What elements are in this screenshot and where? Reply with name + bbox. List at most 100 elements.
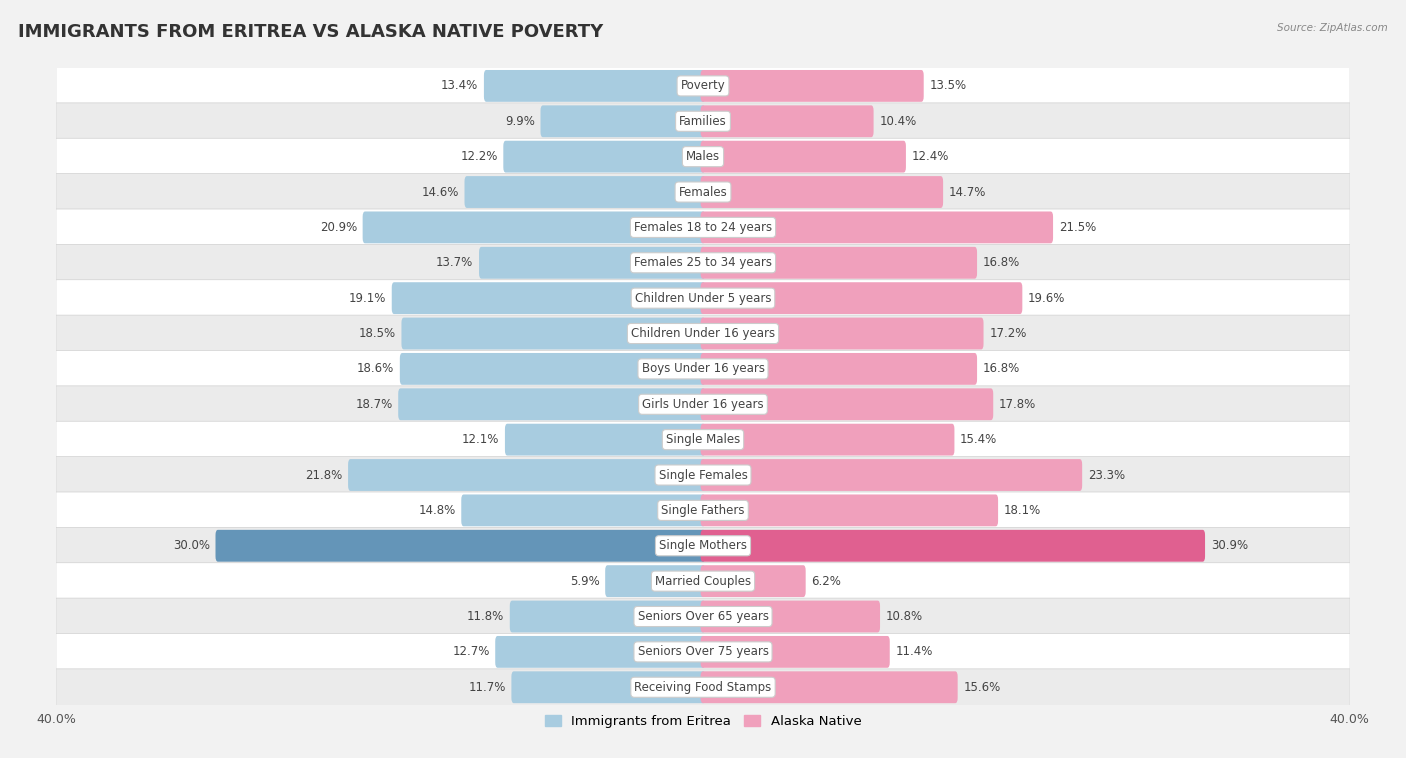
- Text: 14.7%: 14.7%: [949, 186, 986, 199]
- FancyBboxPatch shape: [700, 211, 1053, 243]
- Text: 16.8%: 16.8%: [983, 362, 1019, 375]
- FancyBboxPatch shape: [56, 174, 1350, 211]
- FancyBboxPatch shape: [700, 565, 806, 597]
- Text: 9.9%: 9.9%: [505, 114, 534, 128]
- FancyBboxPatch shape: [700, 494, 998, 526]
- Text: 15.4%: 15.4%: [960, 433, 997, 446]
- FancyBboxPatch shape: [700, 600, 880, 632]
- FancyBboxPatch shape: [700, 105, 873, 137]
- FancyBboxPatch shape: [484, 70, 706, 102]
- Text: 15.6%: 15.6%: [963, 681, 1001, 694]
- FancyBboxPatch shape: [700, 353, 977, 385]
- FancyBboxPatch shape: [479, 247, 706, 279]
- FancyBboxPatch shape: [398, 388, 706, 420]
- FancyBboxPatch shape: [700, 70, 924, 102]
- Text: 16.8%: 16.8%: [983, 256, 1019, 269]
- FancyBboxPatch shape: [56, 103, 1350, 139]
- Text: 11.8%: 11.8%: [467, 610, 505, 623]
- Text: 12.2%: 12.2%: [460, 150, 498, 163]
- Text: 12.4%: 12.4%: [911, 150, 949, 163]
- FancyBboxPatch shape: [56, 315, 1350, 352]
- Legend: Immigrants from Eritrea, Alaska Native: Immigrants from Eritrea, Alaska Native: [540, 709, 866, 733]
- FancyBboxPatch shape: [56, 67, 1350, 105]
- Text: 18.6%: 18.6%: [357, 362, 394, 375]
- FancyBboxPatch shape: [56, 386, 1350, 423]
- Text: 13.5%: 13.5%: [929, 80, 966, 92]
- Text: Single Females: Single Females: [658, 468, 748, 481]
- Text: Single Males: Single Males: [666, 433, 740, 446]
- Text: 17.2%: 17.2%: [990, 327, 1026, 340]
- Text: Seniors Over 65 years: Seniors Over 65 years: [637, 610, 769, 623]
- FancyBboxPatch shape: [56, 669, 1350, 706]
- Text: IMMIGRANTS FROM ERITREA VS ALASKA NATIVE POVERTY: IMMIGRANTS FROM ERITREA VS ALASKA NATIVE…: [18, 23, 603, 41]
- FancyBboxPatch shape: [700, 672, 957, 703]
- Text: 21.5%: 21.5%: [1059, 221, 1095, 234]
- FancyBboxPatch shape: [512, 672, 706, 703]
- FancyBboxPatch shape: [56, 598, 1350, 635]
- FancyBboxPatch shape: [510, 600, 706, 632]
- FancyBboxPatch shape: [700, 530, 1205, 562]
- FancyBboxPatch shape: [495, 636, 706, 668]
- Text: 18.1%: 18.1%: [1004, 504, 1040, 517]
- Text: 12.7%: 12.7%: [453, 645, 489, 659]
- Text: 20.9%: 20.9%: [319, 221, 357, 234]
- FancyBboxPatch shape: [700, 141, 905, 173]
- FancyBboxPatch shape: [605, 565, 706, 597]
- FancyBboxPatch shape: [56, 562, 1350, 600]
- FancyBboxPatch shape: [540, 105, 706, 137]
- Text: Females: Females: [679, 186, 727, 199]
- Text: Females 25 to 34 years: Females 25 to 34 years: [634, 256, 772, 269]
- Text: 11.4%: 11.4%: [896, 645, 932, 659]
- FancyBboxPatch shape: [700, 247, 977, 279]
- Text: 13.7%: 13.7%: [436, 256, 474, 269]
- Text: 19.6%: 19.6%: [1028, 292, 1066, 305]
- Text: 10.4%: 10.4%: [879, 114, 917, 128]
- Text: 18.5%: 18.5%: [359, 327, 396, 340]
- FancyBboxPatch shape: [700, 636, 890, 668]
- FancyBboxPatch shape: [215, 530, 706, 562]
- FancyBboxPatch shape: [505, 424, 706, 456]
- Text: Males: Males: [686, 150, 720, 163]
- Text: Source: ZipAtlas.com: Source: ZipAtlas.com: [1277, 23, 1388, 33]
- Text: 10.8%: 10.8%: [886, 610, 922, 623]
- Text: 18.7%: 18.7%: [356, 398, 392, 411]
- FancyBboxPatch shape: [392, 282, 706, 314]
- FancyBboxPatch shape: [399, 353, 706, 385]
- FancyBboxPatch shape: [700, 318, 984, 349]
- Text: 14.8%: 14.8%: [419, 504, 456, 517]
- FancyBboxPatch shape: [700, 424, 955, 456]
- Text: 21.8%: 21.8%: [305, 468, 343, 481]
- FancyBboxPatch shape: [402, 318, 706, 349]
- FancyBboxPatch shape: [56, 350, 1350, 387]
- Text: 6.2%: 6.2%: [811, 575, 841, 587]
- Text: Boys Under 16 years: Boys Under 16 years: [641, 362, 765, 375]
- Text: Married Couples: Married Couples: [655, 575, 751, 587]
- Text: 13.4%: 13.4%: [441, 80, 478, 92]
- Text: Females 18 to 24 years: Females 18 to 24 years: [634, 221, 772, 234]
- Text: Children Under 16 years: Children Under 16 years: [631, 327, 775, 340]
- Text: 19.1%: 19.1%: [349, 292, 387, 305]
- FancyBboxPatch shape: [700, 388, 993, 420]
- FancyBboxPatch shape: [56, 456, 1350, 493]
- Text: 5.9%: 5.9%: [569, 575, 599, 587]
- Text: Poverty: Poverty: [681, 80, 725, 92]
- FancyBboxPatch shape: [56, 528, 1350, 564]
- FancyBboxPatch shape: [56, 280, 1350, 317]
- FancyBboxPatch shape: [700, 459, 1083, 491]
- Text: 12.1%: 12.1%: [463, 433, 499, 446]
- FancyBboxPatch shape: [461, 494, 706, 526]
- FancyBboxPatch shape: [56, 244, 1350, 281]
- Text: Children Under 5 years: Children Under 5 years: [634, 292, 772, 305]
- Text: 30.0%: 30.0%: [173, 539, 209, 553]
- FancyBboxPatch shape: [56, 492, 1350, 529]
- FancyBboxPatch shape: [56, 209, 1350, 246]
- Text: 23.3%: 23.3%: [1088, 468, 1125, 481]
- FancyBboxPatch shape: [503, 141, 706, 173]
- Text: Girls Under 16 years: Girls Under 16 years: [643, 398, 763, 411]
- FancyBboxPatch shape: [56, 421, 1350, 458]
- Text: 30.9%: 30.9%: [1211, 539, 1249, 553]
- Text: Receiving Food Stamps: Receiving Food Stamps: [634, 681, 772, 694]
- FancyBboxPatch shape: [363, 211, 706, 243]
- FancyBboxPatch shape: [700, 176, 943, 208]
- Text: Single Mothers: Single Mothers: [659, 539, 747, 553]
